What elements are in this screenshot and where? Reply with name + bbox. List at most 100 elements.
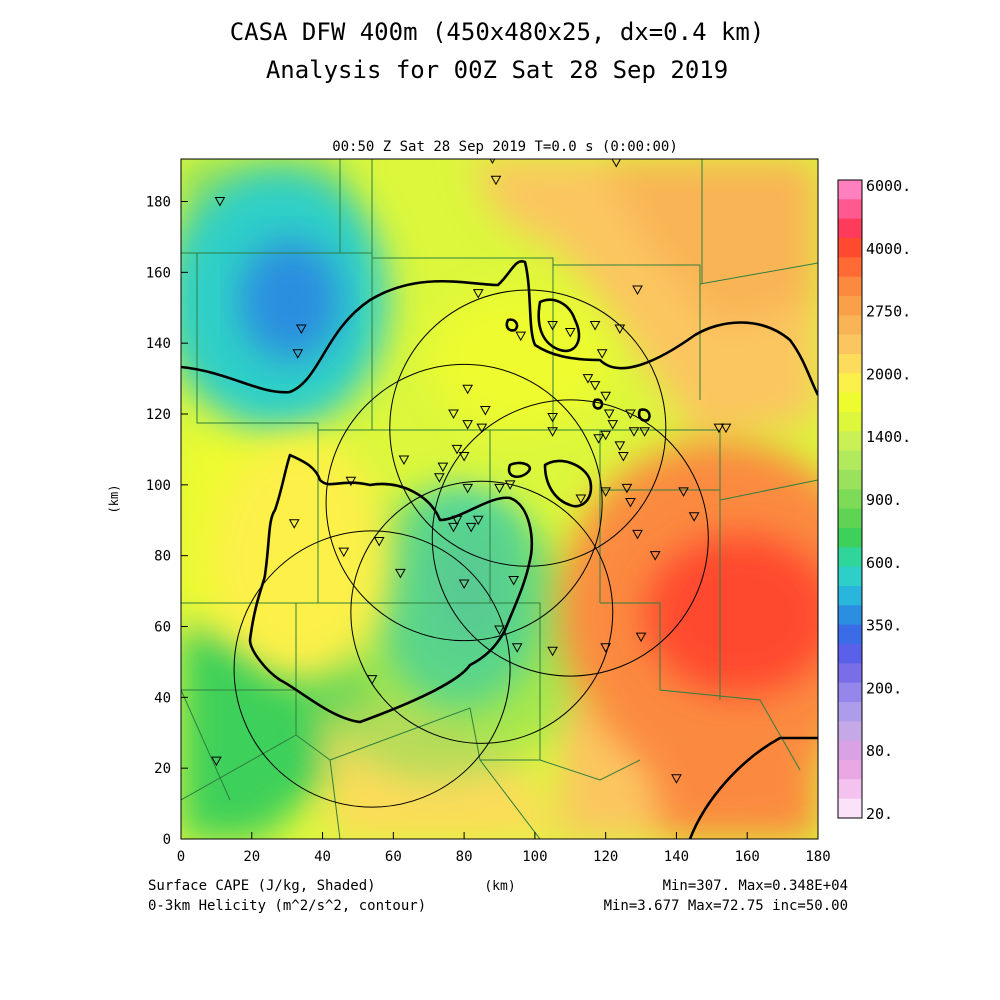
station-marker (295, 324, 307, 335)
station-marker (632, 285, 643, 296)
station-marker (600, 391, 612, 402)
colorbar-swatch (838, 760, 862, 780)
radar-circle-5 (431, 399, 709, 677)
colorbar-swatch (838, 412, 862, 432)
station-marker (596, 349, 608, 359)
colorbar-label: 600. (866, 554, 902, 572)
station-marker (607, 420, 619, 430)
station-marker (625, 498, 636, 508)
station-marker (678, 487, 689, 497)
cape-blob-red (645, 535, 818, 695)
colorbar-swatch (838, 528, 862, 548)
colorbar-label: 6000. (866, 177, 911, 195)
colorbar-swatch (838, 334, 862, 355)
station-marker (618, 452, 629, 462)
colorbar-swatch (838, 798, 862, 819)
station-marker (373, 537, 385, 547)
station-marker (479, 405, 491, 416)
plot-frame (180, 158, 819, 840)
x-tick-label: 180 (805, 849, 830, 865)
station-marker (490, 175, 502, 186)
y-tick-label: 0 (163, 832, 171, 848)
station-marker (625, 409, 636, 420)
station-marker (720, 423, 732, 434)
x-tick-label: 100 (522, 849, 547, 865)
x-tick-label: 120 (593, 849, 618, 865)
x-tick-label: 40 (314, 849, 331, 865)
colorbar-swatch (838, 257, 862, 278)
plot-area (181, 159, 818, 839)
colorbar-swatch (838, 199, 862, 220)
cape-blob-deep-blue (240, 240, 340, 360)
colorbar-swatch (838, 296, 862, 316)
station-marker (448, 522, 459, 533)
y-tick-label: 40 (154, 690, 171, 706)
colorbar-swatch (838, 315, 862, 336)
colorbar-swatch (838, 508, 862, 529)
footer-field2: 0-3km Helicity (m^2/s^2, contour) (148, 898, 426, 914)
radar-circle-1 (389, 289, 667, 567)
station-marker (589, 320, 601, 331)
colorbar-swatch (838, 276, 862, 297)
colorbar-swatch (838, 702, 862, 722)
colorbar-swatch (838, 354, 862, 374)
colorbar-swatch (838, 605, 862, 626)
radar-circle-4 (233, 530, 511, 808)
station-marker (508, 575, 520, 586)
y-tick-label: 20 (154, 761, 171, 777)
station-marker (600, 487, 612, 497)
colorbar-swatch (838, 470, 862, 490)
cape-blob-yellow-north (430, 290, 610, 430)
colorbar-label: 2750. (866, 303, 911, 321)
observation-stations (211, 159, 732, 784)
footer-stats2: Min=3.677 Max=72.75 inc=50.00 (604, 898, 848, 914)
colorbar-swatch (838, 180, 862, 200)
station-marker (511, 643, 523, 653)
x-tick-label: 60 (385, 849, 402, 865)
colorbar: 6000. 4000. 2750. 2000. 1400. 900. 600. 350. 200… (837, 177, 911, 823)
colorbar-swatch (838, 238, 862, 258)
y-tick-label: 60 (154, 620, 171, 636)
station-marker (575, 494, 587, 505)
radar-circle-3 (350, 480, 614, 744)
y-tick-label: 100 (146, 478, 171, 494)
station-marker (448, 409, 459, 420)
y-axis: 0 20 40 60 80 100 120 140 160 180 (146, 195, 188, 848)
x-tick-label: 20 (243, 849, 260, 865)
radar-coverage-circles (233, 289, 709, 808)
helicity-contours (181, 260, 818, 839)
station-marker (338, 547, 350, 558)
colorbar-label: 2000. (866, 365, 911, 383)
station-marker (547, 320, 558, 331)
station-marker (437, 462, 449, 473)
station-marker (614, 324, 626, 335)
station-marker (345, 476, 357, 487)
station-marker (465, 522, 477, 533)
station-marker (547, 413, 558, 423)
station-marker (688, 512, 700, 522)
station-marker (451, 444, 463, 455)
footer-stats1: Min=307. Max=0.348E+04 (663, 878, 848, 894)
station-marker (564, 328, 576, 338)
station-marker (621, 483, 633, 494)
station-marker (214, 197, 226, 207)
station-marker (582, 374, 594, 384)
station-marker (515, 331, 527, 342)
station-marker (476, 423, 488, 434)
y-tick-label: 120 (146, 407, 171, 423)
colorbar-swatch (838, 682, 862, 703)
colorbar-label: 20. (866, 805, 893, 823)
station-marker (462, 384, 474, 395)
colorbar-label: 200. (866, 679, 902, 697)
station-marker (292, 349, 304, 359)
y-tick-label: 80 (154, 549, 171, 565)
colorbar-swatch (838, 450, 862, 471)
station-marker (458, 452, 470, 462)
colorbar-frame (837, 179, 863, 819)
station-marker (458, 579, 470, 590)
station-marker (451, 515, 463, 526)
colorbar-swatch (838, 489, 862, 510)
station-marker (628, 427, 640, 437)
station-marker (547, 646, 558, 657)
